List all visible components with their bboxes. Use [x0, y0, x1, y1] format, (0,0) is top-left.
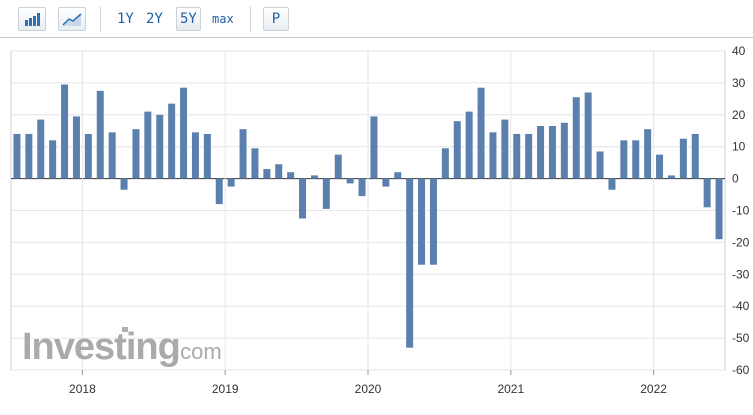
watermark-text: Investing: [22, 326, 180, 368]
bar[interactable]: [596, 151, 604, 179]
bar-series: [13, 84, 723, 348]
bar[interactable]: [632, 140, 640, 179]
bar[interactable]: [84, 133, 92, 179]
x-tick-label: 2018: [69, 382, 96, 396]
x-tick-label: 2019: [212, 382, 239, 396]
bar[interactable]: [180, 87, 188, 179]
bar[interactable]: [61, 84, 69, 179]
bar[interactable]: [465, 111, 473, 179]
bar[interactable]: [25, 133, 33, 179]
bar[interactable]: [703, 178, 711, 208]
range-1y-button[interactable]: 1Y: [117, 11, 134, 27]
bar[interactable]: [584, 92, 592, 179]
toolbar-divider: [0, 37, 753, 38]
bar[interactable]: [334, 154, 342, 179]
x-tick-label: 2022: [640, 382, 667, 396]
bar[interactable]: [358, 178, 366, 197]
bar[interactable]: [132, 129, 140, 179]
bar[interactable]: [691, 133, 699, 179]
y-tick-label: -40: [732, 299, 750, 313]
line-chart-button[interactable]: [58, 7, 86, 31]
bar[interactable]: [239, 129, 247, 179]
bar[interactable]: [144, 111, 152, 179]
bar[interactable]: [191, 132, 199, 179]
logo-accent: [122, 327, 128, 332]
bar[interactable]: [453, 121, 461, 179]
bar[interactable]: [370, 116, 378, 179]
bar[interactable]: [513, 133, 521, 179]
bar[interactable]: [251, 148, 259, 179]
bar[interactable]: [203, 133, 211, 179]
y-tick-label: -50: [732, 331, 750, 345]
investing-logo: Investing .com: [22, 326, 222, 368]
bar[interactable]: [620, 140, 628, 179]
watermark-suffix: .com: [174, 339, 222, 364]
toolbar-separator: [100, 6, 101, 32]
bar[interactable]: [418, 178, 426, 265]
bar-chart-icon: [25, 13, 40, 26]
bar[interactable]: [667, 175, 675, 179]
y-tick-label: 10: [732, 140, 746, 154]
y-tick-label: 0: [732, 172, 739, 186]
bar[interactable]: [310, 175, 318, 179]
bar[interactable]: [215, 178, 223, 205]
bar[interactable]: [394, 172, 402, 179]
range-5y-button[interactable]: 5Y: [176, 7, 201, 31]
x-axis-labels: 2018 2019 2020 2021 2022: [69, 370, 667, 396]
chart-toolbar: 1Y 2Y 5Y max P: [0, 0, 753, 37]
bar[interactable]: [656, 154, 664, 179]
bar[interactable]: [72, 116, 80, 179]
bar[interactable]: [168, 103, 176, 179]
bar[interactable]: [715, 178, 723, 240]
bar[interactable]: [548, 125, 556, 179]
bar[interactable]: [37, 119, 45, 179]
bar-chart: 40 30 20 10 0 -10 -20 -30 -40 -50 -60 2018 2019 2020…: [10, 44, 750, 396]
bar[interactable]: [299, 178, 307, 219]
bar[interactable]: [406, 178, 414, 348]
bar[interactable]: [429, 178, 437, 265]
bar[interactable]: [275, 164, 283, 179]
line-chart-icon: [62, 13, 82, 26]
bar[interactable]: [525, 133, 533, 179]
y-tick-label: -10: [732, 204, 750, 218]
bar[interactable]: [263, 169, 271, 179]
y-tick-label: 40: [732, 44, 746, 58]
bar[interactable]: [96, 90, 104, 179]
bar[interactable]: [679, 138, 687, 179]
bar[interactable]: [120, 178, 128, 190]
x-tick-label: 2020: [355, 382, 382, 396]
y-tick-label: -30: [732, 267, 750, 281]
bar[interactable]: [49, 140, 57, 179]
y-tick-label: -60: [732, 363, 750, 377]
range-2y-button[interactable]: 2Y: [146, 11, 163, 27]
bar[interactable]: [287, 172, 295, 179]
y-tick-label: -20: [732, 235, 750, 249]
bar[interactable]: [346, 178, 354, 184]
bar[interactable]: [156, 114, 164, 179]
bar[interactable]: [441, 148, 449, 179]
bar[interactable]: [382, 178, 390, 187]
bar[interactable]: [108, 132, 116, 179]
bar[interactable]: [489, 132, 497, 179]
y-axis-labels: 40 30 20 10 0 -10 -20 -30 -40 -50 -60: [732, 44, 750, 377]
bar[interactable]: [644, 129, 652, 179]
bar-chart-button[interactable]: [18, 7, 46, 31]
y-tick-label: 30: [732, 76, 746, 90]
bar[interactable]: [560, 122, 568, 179]
range-max-button[interactable]: max: [212, 12, 234, 26]
bar[interactable]: [501, 119, 509, 179]
grid-lines: [11, 50, 725, 371]
bar[interactable]: [608, 178, 616, 190]
bar[interactable]: [537, 125, 545, 179]
toolbar-separator: [250, 6, 251, 32]
bar[interactable]: [13, 133, 21, 179]
bar[interactable]: [322, 178, 330, 209]
p-button[interactable]: P: [263, 7, 289, 31]
bar[interactable]: [477, 87, 485, 179]
bar[interactable]: [572, 97, 580, 179]
y-tick-label: 20: [732, 108, 746, 122]
bar[interactable]: [227, 178, 235, 187]
x-tick-label: 2021: [497, 382, 524, 396]
